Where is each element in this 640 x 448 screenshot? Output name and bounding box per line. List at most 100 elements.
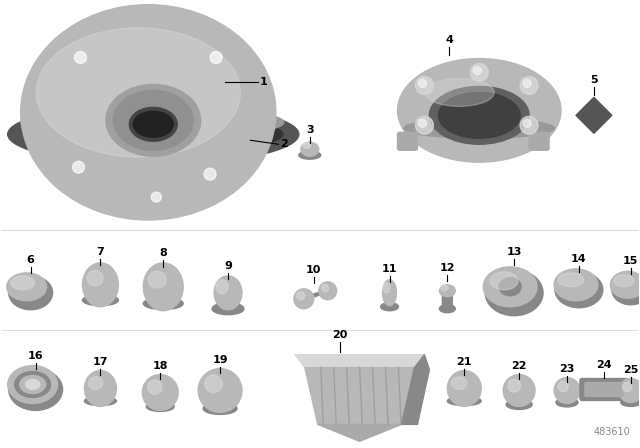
Ellipse shape (383, 283, 390, 293)
Circle shape (520, 77, 538, 95)
Ellipse shape (20, 106, 284, 138)
Circle shape (415, 77, 433, 95)
Text: 4: 4 (445, 34, 453, 44)
Ellipse shape (614, 275, 634, 287)
Ellipse shape (429, 86, 529, 144)
Ellipse shape (397, 59, 561, 162)
Text: 9: 9 (224, 261, 232, 271)
FancyBboxPatch shape (585, 383, 623, 396)
Ellipse shape (15, 371, 51, 397)
Ellipse shape (556, 398, 578, 407)
Ellipse shape (555, 272, 603, 308)
Text: 2: 2 (280, 139, 288, 149)
Circle shape (619, 379, 640, 402)
Text: 13: 13 (506, 247, 522, 257)
FancyBboxPatch shape (397, 132, 417, 150)
Text: 10: 10 (306, 265, 321, 275)
Text: 23: 23 (559, 363, 575, 374)
Ellipse shape (299, 151, 321, 159)
Text: 5: 5 (590, 75, 598, 86)
Ellipse shape (554, 269, 598, 301)
Ellipse shape (499, 278, 521, 296)
Ellipse shape (20, 375, 45, 393)
Text: 1: 1 (260, 78, 268, 87)
Circle shape (294, 289, 314, 309)
Ellipse shape (424, 78, 494, 106)
Ellipse shape (36, 28, 241, 157)
Ellipse shape (440, 285, 455, 297)
Circle shape (558, 381, 568, 392)
Ellipse shape (447, 370, 481, 406)
Ellipse shape (129, 108, 177, 141)
Ellipse shape (216, 280, 228, 294)
Circle shape (503, 375, 535, 406)
Polygon shape (295, 355, 424, 367)
Polygon shape (305, 367, 415, 424)
Circle shape (321, 284, 328, 292)
Ellipse shape (438, 92, 520, 138)
Ellipse shape (9, 369, 63, 410)
FancyBboxPatch shape (442, 294, 452, 310)
Ellipse shape (303, 142, 311, 148)
Ellipse shape (612, 275, 640, 305)
Circle shape (419, 79, 426, 87)
Text: 18: 18 (152, 361, 168, 370)
Ellipse shape (506, 400, 532, 409)
Ellipse shape (143, 263, 183, 311)
Circle shape (198, 369, 242, 413)
Ellipse shape (485, 270, 543, 316)
Text: 20: 20 (332, 330, 348, 340)
Ellipse shape (301, 142, 319, 156)
Circle shape (148, 380, 162, 394)
Ellipse shape (26, 379, 40, 389)
Circle shape (523, 79, 531, 87)
Ellipse shape (84, 370, 116, 406)
Ellipse shape (106, 84, 200, 156)
Text: 483610: 483610 (594, 427, 630, 437)
Ellipse shape (447, 396, 481, 405)
Text: 15: 15 (623, 256, 639, 266)
Ellipse shape (148, 271, 166, 288)
Ellipse shape (214, 276, 242, 310)
Ellipse shape (113, 90, 193, 150)
Ellipse shape (381, 303, 399, 311)
Circle shape (319, 282, 337, 300)
Ellipse shape (441, 285, 448, 291)
Ellipse shape (11, 276, 35, 290)
Text: 11: 11 (382, 264, 397, 274)
Ellipse shape (8, 104, 299, 164)
Ellipse shape (143, 297, 183, 310)
Ellipse shape (621, 398, 640, 406)
Polygon shape (317, 424, 401, 441)
Polygon shape (401, 355, 429, 424)
Circle shape (419, 119, 426, 127)
Circle shape (473, 66, 481, 74)
Text: 3: 3 (306, 125, 314, 135)
Ellipse shape (147, 401, 174, 411)
Circle shape (205, 375, 222, 393)
Ellipse shape (87, 271, 103, 286)
Ellipse shape (24, 115, 283, 154)
Polygon shape (576, 97, 612, 134)
Circle shape (623, 382, 632, 392)
Circle shape (142, 375, 178, 410)
Text: 22: 22 (511, 361, 527, 370)
Circle shape (297, 292, 305, 300)
Text: 6: 6 (27, 255, 35, 265)
Ellipse shape (383, 280, 397, 306)
Circle shape (210, 52, 222, 64)
Ellipse shape (490, 272, 518, 290)
Ellipse shape (9, 276, 52, 310)
Ellipse shape (212, 303, 244, 314)
Text: 16: 16 (28, 351, 44, 361)
Ellipse shape (611, 271, 640, 298)
Text: 7: 7 (97, 247, 104, 257)
Ellipse shape (404, 118, 554, 138)
Text: 14: 14 (571, 254, 587, 264)
Circle shape (74, 52, 86, 64)
Circle shape (470, 64, 488, 82)
Text: 12: 12 (440, 263, 455, 273)
Text: 17: 17 (93, 357, 108, 366)
Ellipse shape (133, 112, 173, 137)
Text: 8: 8 (159, 248, 167, 258)
